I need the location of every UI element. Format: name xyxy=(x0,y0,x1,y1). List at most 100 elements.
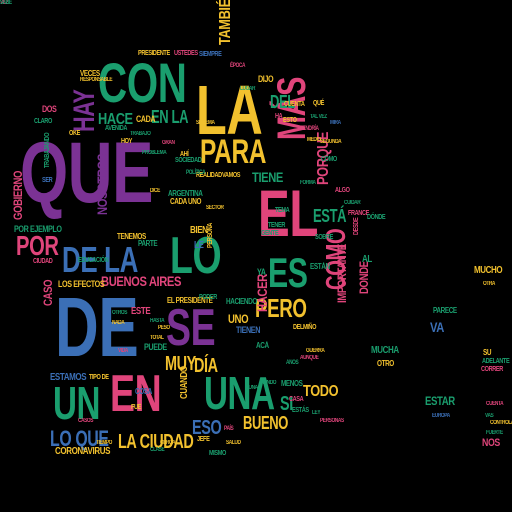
cloud-word: CADA UNO xyxy=(170,197,202,206)
cloud-word: HACIENDO xyxy=(226,297,257,306)
cloud-word: CONTROLAR xyxy=(490,420,512,426)
cloud-word: LA xyxy=(196,71,263,149)
cloud-word: TENDRÍA xyxy=(300,126,319,132)
cloud-word: DESDE xyxy=(353,217,360,235)
cloud-word: TODO xyxy=(303,383,339,400)
cloud-word: QUE xyxy=(20,125,154,221)
cloud-word: NOSOTROS xyxy=(94,154,110,215)
cloud-word: ESTAR xyxy=(425,394,455,408)
cloud-word: AUNQUE xyxy=(300,355,319,361)
cloud-word: SER xyxy=(42,177,53,184)
cloud-word: CÓMO xyxy=(321,156,337,163)
cloud-word: OKE xyxy=(69,130,80,137)
cloud-word: PERO xyxy=(255,293,307,323)
cloud-word: ESTÁS xyxy=(292,407,309,414)
cloud-word: UN xyxy=(53,377,101,429)
cloud-word: GRAN xyxy=(162,140,175,146)
cloud-word: LUNA xyxy=(246,385,258,391)
cloud-word: DICE xyxy=(150,188,160,194)
cloud-word: TRABAJANDO xyxy=(44,132,51,168)
cloud-word: DÓNDE xyxy=(367,214,386,221)
cloud-word: MUCHO xyxy=(474,265,503,276)
cloud-word: ESTÁ xyxy=(313,206,347,226)
cloud-word: ESTO xyxy=(283,117,297,124)
cloud-word: EN xyxy=(110,365,162,423)
cloud-word: PERSONA xyxy=(207,223,214,248)
cloud-word: ARGENTINA xyxy=(168,189,203,198)
cloud-word: LE xyxy=(194,240,204,251)
cloud-word: LO xyxy=(170,227,222,285)
cloud-word: LOS EFECTOS xyxy=(58,279,105,289)
cloud-word: HAY xyxy=(68,89,101,132)
cloud-word: VAMOS xyxy=(222,172,241,179)
cloud-word: SABE xyxy=(0,0,12,6)
cloud-word: ACÁ xyxy=(256,341,269,350)
cloud-word: EUROPA xyxy=(432,413,450,419)
cloud-word: GUERRA xyxy=(306,348,325,354)
cloud-word: VIDA xyxy=(118,348,128,354)
cloud-word: POLÍTICA xyxy=(186,170,206,176)
cloud-word: QUÉ xyxy=(313,100,324,107)
cloud-word: DE xyxy=(55,280,139,374)
cloud-word: ÉPOCA xyxy=(230,63,246,69)
cloud-word: SIEMPRE xyxy=(199,51,222,58)
cloud-word: PARTE xyxy=(138,239,158,248)
cloud-word: GOBIERNO xyxy=(11,170,25,220)
cloud-word: AL xyxy=(362,254,372,265)
cloud-word: REALIDAD xyxy=(196,172,222,179)
cloud-word: LEY xyxy=(312,410,321,416)
cloud-word: NADA xyxy=(112,320,125,326)
cloud-word: SALUD xyxy=(226,440,241,446)
cloud-word: HA xyxy=(275,113,283,120)
cloud-word: SOCIEDAD xyxy=(175,157,202,164)
cloud-word: ESTÁN xyxy=(310,262,330,271)
cloud-word: TIPO DE xyxy=(89,374,109,381)
cloud-word: LO QUE xyxy=(50,426,109,451)
cloud-word: MISMO xyxy=(209,450,226,457)
cloud-word: SECTOR xyxy=(206,205,224,211)
cloud-word: OTRA xyxy=(483,281,495,287)
cloud-word: ALGO xyxy=(335,187,350,194)
cloud-word: DEL xyxy=(270,92,295,112)
cloud-word: CUANDO xyxy=(179,366,190,399)
cloud-word: BUENO xyxy=(243,413,289,433)
cloud-word: AVENIDA xyxy=(105,125,127,132)
cloud-word: CLARO xyxy=(34,118,52,125)
cloud-word: CUENTA xyxy=(284,101,305,108)
cloud-word: PROBLEMA xyxy=(142,150,167,156)
cloud-word: TIEMPO xyxy=(96,440,113,446)
cloud-word: MIRA xyxy=(330,120,341,126)
cloud-word: MUY xyxy=(165,353,196,375)
cloud-word: COSA xyxy=(135,387,152,396)
cloud-word: CASOS xyxy=(78,418,94,424)
cloud-word: TRABAJO xyxy=(130,131,151,137)
cloud-word: CASA xyxy=(289,396,304,403)
cloud-word: UNA xyxy=(204,367,275,419)
cloud-word: TAL VEZ xyxy=(310,114,327,120)
cloud-word: CON xyxy=(98,51,187,114)
cloud-word: IMPORTANTE xyxy=(335,244,349,303)
cloud-word: TOTAL xyxy=(150,335,164,341)
cloud-word: FUE xyxy=(131,404,141,411)
cloud-word: TENER xyxy=(268,222,285,229)
cloud-word: ESTAMOS xyxy=(50,372,87,383)
cloud-word: RESPONSABLE xyxy=(80,77,113,83)
cloud-word: PARA xyxy=(200,133,267,171)
cloud-word: HOY xyxy=(121,138,132,145)
cloud-word: CERCA xyxy=(160,440,176,446)
cloud-word: BUENOS AIRES xyxy=(101,273,182,289)
cloud-word: VAS xyxy=(485,413,494,419)
cloud-word: CASO xyxy=(41,279,55,306)
cloud-word: GENTE xyxy=(261,230,279,237)
cloud-word: BIEN xyxy=(190,225,208,236)
cloud-word: SEGUNDA xyxy=(320,139,342,145)
cloud-word: AÑOS xyxy=(286,360,299,366)
cloud-word: SI xyxy=(280,393,293,415)
cloud-word: DONDE xyxy=(357,261,371,294)
cloud-word: DIJO xyxy=(258,74,274,84)
cloud-word: MEDIO xyxy=(307,137,321,143)
cloud-word: SE xyxy=(166,299,216,357)
cloud-word: LUGAR xyxy=(240,86,256,92)
cloud-word: FUERTE xyxy=(486,430,503,436)
cloud-word: FORMA xyxy=(300,180,316,186)
